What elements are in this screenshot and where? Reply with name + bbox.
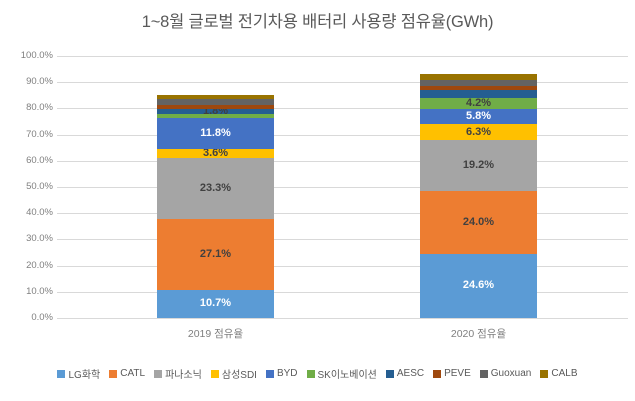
legend-item[interactable]: Guoxuan [479, 368, 532, 379]
legend-label: LG화학 [68, 370, 101, 381]
legend-item[interactable]: CALB [540, 368, 578, 379]
bar-segment[interactable] [157, 113, 274, 118]
legend-swatch-icon [265, 369, 274, 378]
legend-label: 파나소닉 [165, 370, 202, 381]
legend-label: SK이노베이션 [317, 370, 377, 381]
x-axis-tick-label: 2020 점유율 [450, 328, 507, 340]
y-axis-tick-label: 0.0% [31, 312, 53, 323]
legend-swatch-icon [433, 369, 442, 378]
bar-segment[interactable]: 11.8% [157, 117, 274, 149]
bar-segment[interactable]: 27.1% [157, 218, 274, 290]
bar-segment[interactable] [420, 74, 537, 80]
bar-segment-label: 5.8% [465, 109, 492, 122]
gridline [57, 187, 628, 188]
legend-label: CALB [551, 368, 578, 379]
bar-segment[interactable]: 3.6% [157, 148, 274, 158]
x-axis-tick-label: 2019 점유율 [187, 328, 244, 340]
bar-segment-label: 1.8% [203, 109, 228, 114]
bar-segment-label: 3.6% [202, 148, 229, 158]
legend-label: 삼성SDI [221, 370, 257, 381]
legend-item[interactable]: 삼성SDI [210, 366, 257, 381]
y-axis-tick-label: 30.0% [26, 233, 53, 244]
legend-swatch-icon [210, 369, 219, 378]
gridline [57, 266, 628, 267]
chart-legend: LG화학 CATL 파나소닉 삼성SDI BYD SK이노베이션 AESC PEVE Guoxu… [0, 366, 635, 381]
y-axis: 0.0% 10.0% 20.0% 30.0% 40.0% 50.0% 60.0% 70.0% 8… [0, 50, 53, 323]
bar-segment[interactable]: 6.3% [420, 123, 537, 141]
stacked-bar[interactable]: 24.6% 24.0% 19.2% 6.3% 5.8% 4.2% [420, 56, 537, 318]
plot-area: 10.7% 27.1% 23.3% 3.6% 11.8% 1.8% 24.6% 24.0% 19… [57, 56, 628, 319]
y-axis-tick-label: 10.0% [26, 286, 53, 297]
legend-label: CATL [120, 368, 146, 379]
legend-swatch-icon [109, 369, 118, 378]
y-axis-tick-label: 60.0% [26, 155, 53, 166]
legend-swatch-icon [57, 369, 66, 378]
legend-swatch-icon [154, 369, 163, 378]
bar-segment[interactable] [157, 98, 274, 105]
y-axis-tick-label: 20.0% [26, 260, 53, 271]
bar-segment-label: 11.8% [200, 126, 231, 139]
y-axis-tick-label: 40.0% [26, 207, 53, 218]
gridline [57, 292, 628, 293]
bar-segment[interactable] [157, 95, 274, 99]
gridline [57, 56, 628, 57]
bar-segment-label: 23.3% [199, 181, 232, 194]
legend-item[interactable]: SK이노베이션 [306, 366, 377, 381]
gridline [57, 161, 628, 162]
legend-label: PEVE [444, 368, 471, 379]
bar-segment-label: 24.0% [462, 215, 495, 228]
gridline [57, 108, 628, 109]
bar-segment[interactable] [420, 79, 537, 86]
bar-segment[interactable] [420, 85, 537, 90]
legend-swatch-icon [479, 369, 488, 378]
y-axis-tick-label: 50.0% [26, 181, 53, 192]
legend-swatch-icon [385, 369, 394, 378]
bar-segment[interactable]: 24.6% [420, 253, 537, 318]
bar-segment-label: 24.6% [462, 279, 495, 292]
legend-item[interactable]: CATL [109, 368, 145, 379]
legend-label: BYD [276, 368, 298, 379]
legend-swatch-icon [540, 369, 549, 378]
bar-segment-label: 10.7% [199, 297, 232, 310]
bar-segment[interactable] [157, 105, 274, 110]
bar-segment[interactable]: 1.8% [157, 109, 274, 114]
y-axis-tick-label: 100.0% [20, 50, 53, 61]
gridline [57, 213, 628, 214]
y-axis-tick-label: 80.0% [26, 102, 53, 113]
stacked-bar[interactable]: 10.7% 27.1% 23.3% 3.6% 11.8% 1.8% [157, 56, 274, 318]
y-axis-tick-label: 70.0% [26, 129, 53, 140]
legend-label: Guoxuan [490, 368, 532, 379]
bar-segment[interactable]: 19.2% [420, 140, 537, 191]
bar-segment-label: 19.2% [462, 159, 495, 172]
legend-item[interactable]: 파나소닉 [154, 366, 202, 381]
bar-segment[interactable]: 23.3% [157, 157, 274, 219]
legend-item[interactable]: LG화학 [57, 366, 100, 381]
bar-segment[interactable]: 5.8% [420, 108, 537, 124]
bar-segment-label: 6.3% [465, 125, 492, 138]
bar-segment[interactable]: 4.2% [420, 97, 537, 109]
gridline [57, 82, 628, 83]
bar-segment[interactable]: 10.7% [157, 289, 274, 318]
bar-segment-label: 4.2% [465, 97, 492, 109]
legend-label: AESC [396, 368, 425, 379]
bar-segment[interactable] [420, 89, 537, 98]
gridline [57, 239, 628, 240]
chart-title: 1~8월 글로벌 전기차용 배터리 사용량 점유율(GWh) [141, 13, 494, 31]
y-axis-tick-label: 90.0% [26, 76, 53, 87]
legend-item[interactable]: PEVE [433, 368, 471, 379]
gridline [57, 135, 628, 136]
bar-segment[interactable]: 24.0% [420, 190, 537, 254]
axis-baseline [57, 318, 628, 319]
legend-swatch-icon [306, 369, 315, 378]
bar-segment-label: 27.1% [199, 247, 232, 260]
legend-item[interactable]: BYD [265, 368, 298, 379]
legend-item[interactable]: AESC [385, 368, 425, 379]
